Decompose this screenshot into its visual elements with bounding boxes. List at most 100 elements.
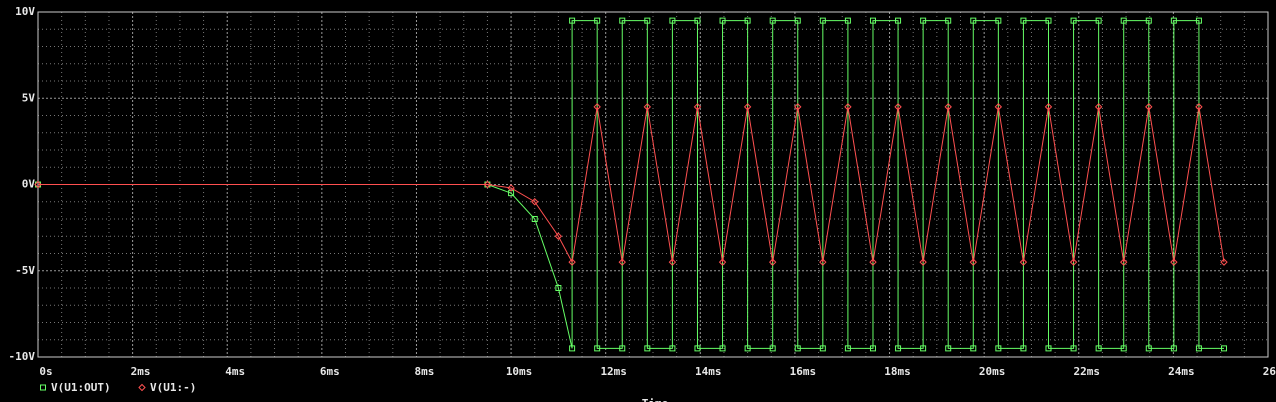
marker bbox=[869, 17, 876, 24]
marker bbox=[531, 216, 538, 222]
marker bbox=[944, 103, 952, 111]
marker bbox=[994, 103, 1003, 111]
marker bbox=[1170, 17, 1177, 24]
x-tick-label: 6ms bbox=[320, 365, 340, 378]
marker bbox=[919, 258, 927, 266]
series-line bbox=[38, 20, 1224, 349]
marker bbox=[593, 103, 601, 111]
x-tick-label: 16ms bbox=[790, 365, 817, 378]
marker bbox=[1020, 345, 1027, 352]
marker bbox=[569, 17, 576, 24]
marker bbox=[869, 258, 877, 266]
marker bbox=[619, 17, 626, 24]
marker bbox=[1070, 17, 1077, 24]
x-tick-label: 14ms bbox=[695, 365, 722, 378]
marker bbox=[794, 103, 802, 111]
marker bbox=[644, 17, 651, 24]
marker bbox=[1220, 258, 1228, 266]
marker bbox=[594, 17, 601, 24]
marker bbox=[594, 345, 601, 352]
marker bbox=[995, 345, 1002, 352]
marker bbox=[744, 17, 751, 24]
marker bbox=[718, 258, 727, 266]
x-tick-label: 20ms bbox=[979, 365, 1006, 378]
marker bbox=[1070, 345, 1077, 352]
marker bbox=[1145, 17, 1152, 24]
marker bbox=[1195, 17, 1202, 24]
x-tick-label: 0s bbox=[39, 365, 52, 378]
marker bbox=[34, 180, 42, 189]
legend-label: V(U1:-) bbox=[150, 381, 196, 394]
marker bbox=[945, 345, 952, 352]
x-tick-label: 26ms bbox=[1263, 365, 1276, 378]
marker bbox=[945, 17, 952, 24]
marker bbox=[554, 232, 563, 240]
marker bbox=[970, 345, 977, 352]
marker bbox=[920, 345, 927, 352]
marker bbox=[970, 17, 977, 24]
marker bbox=[969, 258, 977, 266]
marker bbox=[1095, 345, 1102, 352]
marker bbox=[1195, 345, 1202, 352]
legend-label: V(U1:OUT) bbox=[51, 381, 111, 394]
marker bbox=[743, 103, 752, 111]
marker bbox=[1094, 103, 1103, 111]
legend-marker bbox=[138, 383, 146, 392]
marker bbox=[895, 17, 902, 24]
x-tick-label: 2ms bbox=[131, 365, 151, 378]
marker bbox=[1221, 345, 1228, 352]
marker bbox=[1069, 258, 1078, 266]
marker bbox=[844, 17, 851, 24]
marker bbox=[555, 285, 562, 291]
y-tick-label: 5V bbox=[22, 91, 36, 104]
marker bbox=[1120, 345, 1127, 352]
y-tick-label: -10V bbox=[9, 350, 36, 363]
x-tick-label: 12ms bbox=[600, 365, 627, 378]
marker bbox=[644, 345, 651, 352]
series-line bbox=[38, 106, 1225, 264]
marker bbox=[531, 198, 539, 206]
marker bbox=[619, 345, 626, 352]
marker bbox=[618, 258, 626, 266]
marker bbox=[844, 345, 851, 352]
marker bbox=[769, 345, 776, 352]
marker bbox=[1044, 103, 1053, 111]
marker bbox=[819, 258, 827, 266]
marker bbox=[1020, 17, 1027, 24]
x-tick-label: 8ms bbox=[415, 365, 435, 378]
marker bbox=[1045, 345, 1052, 352]
marker bbox=[995, 17, 1002, 24]
marker bbox=[819, 345, 826, 352]
marker bbox=[1145, 345, 1152, 352]
marker bbox=[1120, 258, 1128, 266]
x-tick-label: 24ms bbox=[1168, 365, 1195, 378]
marker bbox=[894, 103, 902, 111]
marker bbox=[819, 17, 826, 24]
x-tick-label: 18ms bbox=[884, 365, 911, 378]
marker bbox=[669, 345, 676, 352]
marker bbox=[694, 345, 701, 352]
marker bbox=[668, 258, 677, 266]
x-axis-label: Time bbox=[642, 397, 669, 402]
marker bbox=[568, 258, 576, 266]
y-tick-label: 10V bbox=[15, 5, 35, 18]
marker bbox=[507, 184, 515, 192]
marker bbox=[1195, 103, 1203, 111]
marker bbox=[1170, 258, 1178, 266]
marker bbox=[844, 103, 852, 111]
marker bbox=[719, 17, 726, 24]
marker bbox=[1045, 17, 1052, 24]
marker bbox=[920, 17, 927, 24]
marker bbox=[1170, 345, 1177, 352]
x-tick-label: 4ms bbox=[225, 365, 245, 378]
marker bbox=[643, 103, 652, 111]
marker bbox=[483, 180, 492, 189]
marker bbox=[719, 345, 726, 352]
y-tick-label: 0V bbox=[22, 178, 36, 191]
marker bbox=[768, 258, 777, 266]
marker bbox=[794, 17, 801, 24]
y-tick-label: -5V bbox=[15, 264, 35, 277]
